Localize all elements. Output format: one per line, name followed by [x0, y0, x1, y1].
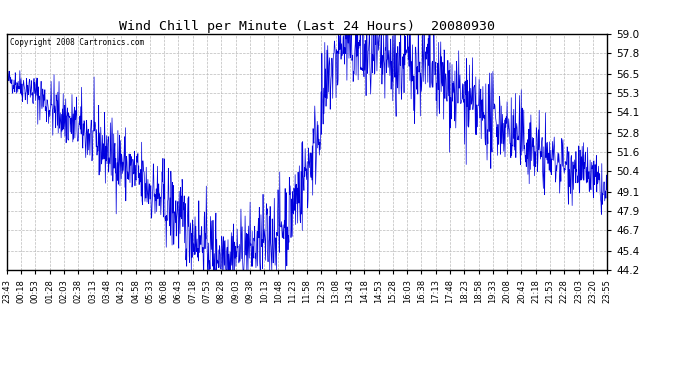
Text: Copyright 2008 Cartronics.com: Copyright 2008 Cartronics.com	[10, 39, 144, 48]
Title: Wind Chill per Minute (Last 24 Hours)  20080930: Wind Chill per Minute (Last 24 Hours) 20…	[119, 20, 495, 33]
